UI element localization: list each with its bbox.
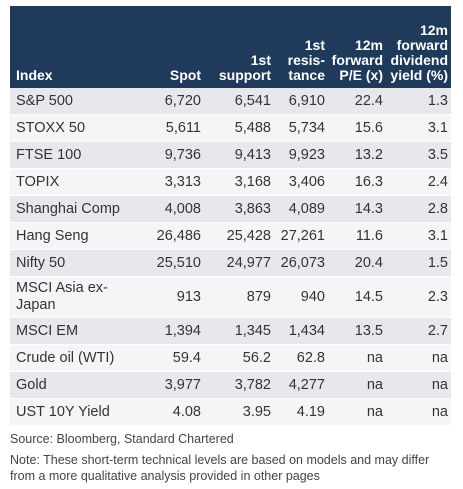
cell-spot: 3,977 xyxy=(147,371,204,399)
cell-support: 3,168 xyxy=(204,168,274,196)
cell-resistance: 6,910 xyxy=(274,88,328,115)
cell-resistance: 4.19 xyxy=(274,398,328,426)
technical-levels-table: Index Spot 1st support 1st resis- tance … xyxy=(10,6,451,426)
table-row: Crude oil (WTI) 59.4 56.2 62.8 na na xyxy=(10,344,451,372)
cell-support: 6,541 xyxy=(204,88,274,115)
cell-resistance: 1,434 xyxy=(274,317,328,345)
cell-pe: 14.3 xyxy=(328,195,386,223)
cell-resistance: 940 xyxy=(274,276,328,318)
cell-dividend: 1.3 xyxy=(386,88,451,115)
cell-support: 56.2 xyxy=(204,344,274,372)
cell-pe: 15.6 xyxy=(328,114,386,142)
cell-spot: 913 xyxy=(147,276,204,318)
disclaimer-note: Note: These short-term technical levels … xyxy=(10,453,430,483)
cell-resistance: 4,277 xyxy=(274,371,328,399)
cell-spot: 1,394 xyxy=(147,317,204,345)
cell-index: S&P 500 xyxy=(10,88,147,115)
cell-dividend: 2.4 xyxy=(386,168,451,196)
cell-spot: 5,611 xyxy=(147,114,204,142)
cell-dividend: 2.8 xyxy=(386,195,451,223)
cell-dividend: 3.1 xyxy=(386,222,451,250)
cell-index: Gold xyxy=(10,371,147,399)
header-spot: Spot xyxy=(147,6,204,88)
header-1st-resistance: 1st resis- tance xyxy=(274,6,328,88)
table-row: STOXX 50 5,611 5,488 5,734 15.6 3.1 xyxy=(10,114,451,142)
cell-resistance: 62.8 xyxy=(274,344,328,372)
cell-index: MSCI EM xyxy=(10,317,147,345)
header-1st-support: 1st support xyxy=(204,6,274,88)
table-row: Gold 3,977 3,782 4,277 na na xyxy=(10,371,451,399)
cell-resistance: 5,734 xyxy=(274,114,328,142)
cell-index: TOPIX xyxy=(10,168,147,196)
cell-resistance: 26,073 xyxy=(274,249,328,277)
cell-pe: na xyxy=(328,344,386,372)
cell-index: Crude oil (WTI) xyxy=(10,344,147,372)
cell-support: 25,428 xyxy=(204,222,274,250)
header-pe: 12m forward P/E (x) xyxy=(328,6,386,88)
cell-resistance: 4,089 xyxy=(274,195,328,223)
cell-support: 24,977 xyxy=(204,249,274,277)
cell-pe: 20.4 xyxy=(328,249,386,277)
cell-dividend: na xyxy=(386,344,451,372)
cell-dividend: 2.3 xyxy=(386,276,451,318)
cell-support: 879 xyxy=(204,276,274,318)
cell-dividend: 3.1 xyxy=(386,114,451,142)
cell-index: Shanghai Comp xyxy=(10,195,147,223)
header-dividend-yield: 12m forward dividend yield (%) xyxy=(386,6,451,88)
cell-dividend: na xyxy=(386,371,451,399)
cell-index: STOXX 50 xyxy=(10,114,147,142)
cell-index: UST 10Y Yield xyxy=(10,398,147,426)
table-row: FTSE 100 9,736 9,413 9,923 13.2 3.5 xyxy=(10,141,451,169)
cell-index: Hang Seng xyxy=(10,222,147,250)
cell-index: FTSE 100 xyxy=(10,141,147,169)
cell-pe: 13.2 xyxy=(328,141,386,169)
cell-spot: 6,720 xyxy=(147,88,204,115)
table-row: Nifty 50 25,510 24,977 26,073 20.4 1.5 xyxy=(10,249,451,277)
cell-pe: 11.6 xyxy=(328,222,386,250)
cell-spot: 9,736 xyxy=(147,141,204,169)
cell-index: Nifty 50 xyxy=(10,249,147,277)
cell-support: 3.95 xyxy=(204,398,274,426)
cell-resistance: 3,406 xyxy=(274,168,328,196)
cell-support: 9,413 xyxy=(204,141,274,169)
cell-dividend: 2.7 xyxy=(386,317,451,345)
cell-spot: 3,313 xyxy=(147,168,204,196)
cell-support: 5,488 xyxy=(204,114,274,142)
cell-spot: 4.08 xyxy=(147,398,204,426)
cell-pe: 22.4 xyxy=(328,88,386,115)
header-row: Index Spot 1st support 1st resis- tance … xyxy=(10,6,451,88)
cell-pe: 14.5 xyxy=(328,276,386,318)
cell-spot: 26,486 xyxy=(147,222,204,250)
cell-pe: 16.3 xyxy=(328,168,386,196)
cell-resistance: 9,923 xyxy=(274,141,328,169)
table-row: Shanghai Comp 4,008 3,863 4,089 14.3 2.8 xyxy=(10,195,451,223)
cell-resistance: 27,261 xyxy=(274,222,328,250)
cell-support: 1,345 xyxy=(204,317,274,345)
cell-pe: 13.5 xyxy=(328,317,386,345)
cell-dividend: na xyxy=(386,398,451,426)
cell-support: 3,782 xyxy=(204,371,274,399)
cell-dividend: 1.5 xyxy=(386,249,451,277)
cell-spot: 4,008 xyxy=(147,195,204,223)
cell-pe: na xyxy=(328,371,386,399)
table-row: S&P 500 6,720 6,541 6,910 22.4 1.3 xyxy=(10,88,451,115)
cell-spot: 59.4 xyxy=(147,344,204,372)
cell-pe: na xyxy=(328,398,386,426)
table-row: MSCI Asia ex-Japan 913 879 940 14.5 2.3 xyxy=(10,276,451,318)
cell-spot: 25,510 xyxy=(147,249,204,277)
source-note: Source: Bloomberg, Standard Chartered xyxy=(10,432,234,446)
cell-dividend: 3.5 xyxy=(386,141,451,169)
table-row: UST 10Y Yield 4.08 3.95 4.19 na na xyxy=(10,398,451,426)
table-header: Index Spot 1st support 1st resis- tance … xyxy=(10,6,451,88)
table-row: TOPIX 3,313 3,168 3,406 16.3 2.4 xyxy=(10,168,451,196)
header-index: Index xyxy=(10,6,147,88)
cell-index: MSCI Asia ex-Japan xyxy=(10,276,147,318)
cell-support: 3,863 xyxy=(204,195,274,223)
table-body: S&P 500 6,720 6,541 6,910 22.4 1.3 STOXX… xyxy=(10,88,451,426)
table-row: Hang Seng 26,486 25,428 27,261 11.6 3.1 xyxy=(10,222,451,250)
table-row: MSCI EM 1,394 1,345 1,434 13.5 2.7 xyxy=(10,317,451,345)
